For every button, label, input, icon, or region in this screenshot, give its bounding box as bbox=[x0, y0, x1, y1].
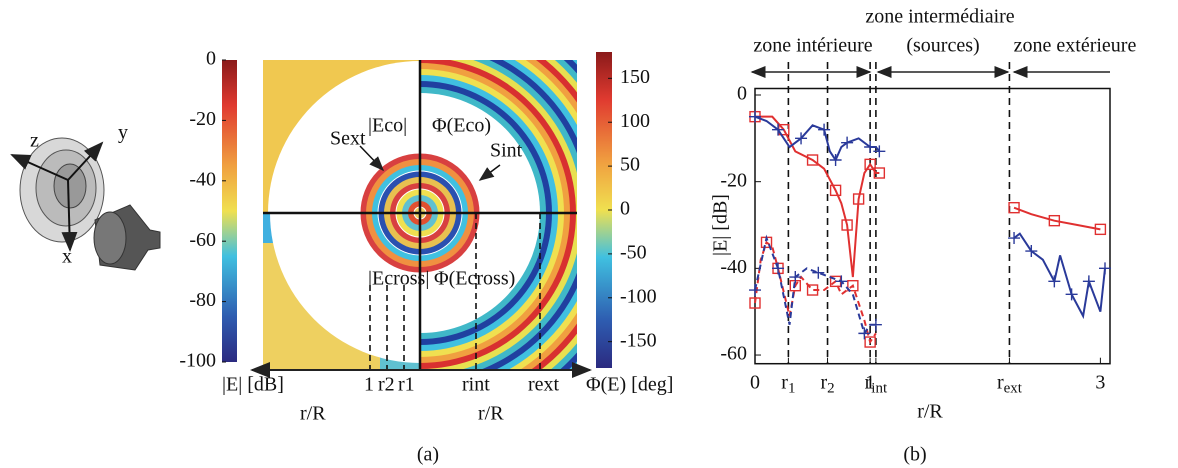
marker bbox=[789, 271, 802, 284]
axis-title: r/R bbox=[478, 403, 504, 425]
marker bbox=[1082, 275, 1095, 288]
x-tick-label: 0 bbox=[750, 371, 760, 393]
marker bbox=[858, 327, 871, 340]
axis-mark: r2 bbox=[378, 374, 395, 396]
marker bbox=[795, 132, 808, 145]
quadrant-label: Φ(Eco) bbox=[432, 115, 491, 137]
zone-label: zone intérieure bbox=[753, 35, 872, 57]
marker bbox=[806, 154, 819, 166]
marker bbox=[749, 297, 761, 309]
marker bbox=[829, 154, 842, 167]
x-tick-label: r1 bbox=[781, 371, 795, 397]
axis-mark: 1 bbox=[364, 374, 374, 396]
marker bbox=[852, 193, 865, 205]
marker bbox=[829, 184, 842, 197]
marker bbox=[835, 275, 848, 288]
marker bbox=[1008, 232, 1021, 245]
panel-label: (b) bbox=[903, 444, 926, 466]
marker bbox=[864, 141, 877, 154]
marker bbox=[1048, 214, 1061, 227]
marker bbox=[1099, 262, 1111, 275]
marker bbox=[873, 145, 886, 158]
colorbar-tick-label: -40 bbox=[189, 168, 216, 190]
colorbar-tick-label: 0 bbox=[206, 48, 216, 70]
surface-label: Sint bbox=[490, 140, 523, 162]
marker bbox=[812, 266, 825, 279]
colorbar bbox=[596, 52, 612, 368]
marker bbox=[864, 336, 876, 348]
quadrant-label: |Ecross| bbox=[368, 268, 429, 290]
x-tick-label: 1 bbox=[865, 371, 875, 393]
y-tick-label: -40 bbox=[720, 256, 747, 278]
series-line bbox=[754, 115, 881, 163]
x-tick-label: rext bbox=[997, 371, 1023, 397]
axis-mark: rint bbox=[462, 374, 490, 396]
marker bbox=[1008, 201, 1020, 214]
axis-mark: r1 bbox=[398, 374, 415, 396]
colorbar-tick-label: 150 bbox=[620, 66, 650, 88]
marker bbox=[818, 123, 831, 136]
axis-name: x bbox=[62, 246, 72, 268]
colorbar-tick-label: -20 bbox=[189, 108, 216, 130]
colorbar-tick-label: -150 bbox=[620, 329, 657, 351]
colorbar-title: Φ(E) [deg] bbox=[586, 374, 673, 396]
axis-title: r/R bbox=[300, 403, 326, 425]
series-line bbox=[755, 115, 880, 278]
x-tick-label: rint bbox=[865, 371, 888, 397]
colorbar-tick-label: 50 bbox=[620, 154, 640, 176]
zone-label: (sources) bbox=[906, 35, 979, 57]
marker bbox=[847, 279, 859, 292]
marker bbox=[841, 136, 854, 149]
axis-name: y bbox=[118, 122, 128, 144]
colorbar-tick-label: -60 bbox=[189, 229, 216, 251]
marker bbox=[869, 318, 882, 331]
colorbar-tick-label: 100 bbox=[620, 110, 650, 132]
axis-name: z bbox=[30, 130, 39, 152]
marker bbox=[864, 158, 876, 171]
marker bbox=[806, 284, 819, 296]
marker bbox=[1025, 245, 1038, 258]
marker bbox=[1094, 223, 1107, 236]
marker bbox=[772, 262, 785, 275]
marker bbox=[873, 167, 886, 179]
series-line bbox=[1013, 206, 1101, 231]
marker bbox=[841, 219, 853, 231]
marker bbox=[749, 284, 761, 297]
colorbar bbox=[222, 60, 237, 362]
series-line bbox=[1013, 232, 1106, 320]
surface-label: Sext bbox=[330, 128, 366, 150]
colorbar-tick-label: -100 bbox=[179, 350, 216, 372]
colorbar-tick-label: -50 bbox=[620, 241, 647, 263]
y-tick-label: -20 bbox=[720, 169, 747, 191]
y-tick-label: 0 bbox=[737, 83, 747, 105]
panel-label: (a) bbox=[417, 444, 439, 466]
colorbar-tick-label: -80 bbox=[189, 289, 216, 311]
marker bbox=[749, 110, 761, 123]
marker bbox=[772, 123, 785, 136]
zone-label: zone intermédiaire bbox=[865, 6, 1014, 28]
colorbar-tick-label: 0 bbox=[620, 198, 630, 220]
marker bbox=[1065, 288, 1078, 301]
zone-label: zone extérieure bbox=[1014, 35, 1137, 57]
plot-frame bbox=[754, 87, 1111, 365]
quadrant-label: Φ(Ecross) bbox=[434, 268, 515, 290]
x-tick-label: 3 bbox=[1095, 371, 1105, 393]
x-tick-label: r2 bbox=[820, 371, 834, 397]
y-axis-title: |E| [dB] bbox=[710, 194, 732, 256]
marker bbox=[1048, 275, 1061, 288]
colorbar-title: |E| [dB] bbox=[222, 374, 284, 396]
quadrant-label: |Eco| bbox=[368, 115, 407, 137]
x-axis-title: r/R bbox=[917, 401, 943, 423]
colorbar-tick-label: -100 bbox=[620, 285, 657, 307]
y-tick-label: -60 bbox=[720, 343, 747, 365]
antenna-icon bbox=[10, 137, 161, 271]
axis-mark: rext bbox=[528, 374, 560, 396]
